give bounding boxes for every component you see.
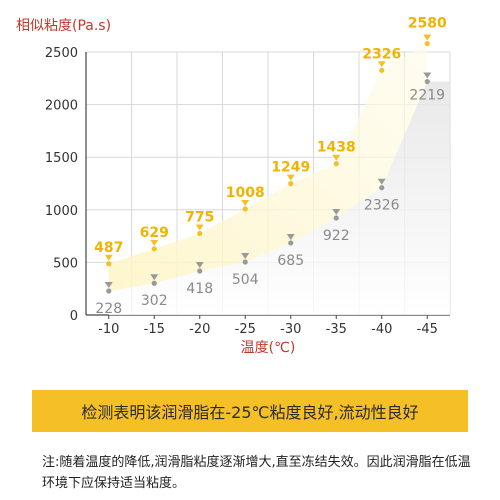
data-label: 2326 <box>362 46 401 62</box>
marker-arrow <box>195 224 204 231</box>
y-tick-label: 500 <box>53 256 78 271</box>
x-tick-label: -35 <box>326 322 347 337</box>
marker-arrow <box>286 174 295 181</box>
y-tick-label: 1000 <box>45 204 78 219</box>
data-point <box>333 215 339 221</box>
marker-arrow <box>104 282 113 289</box>
data-label: 685 <box>277 253 304 269</box>
data-label: 1008 <box>226 185 265 201</box>
marker-arrow <box>377 61 386 68</box>
data-point <box>242 206 248 212</box>
data-label: 2219 <box>409 88 445 104</box>
banner-text: 检测表明该润滑脂在-25℃粘度良好,流动性良好 <box>81 403 419 422</box>
data-point <box>424 40 430 47</box>
bands <box>108 43 450 315</box>
data-label: 1249 <box>271 160 310 176</box>
data-point <box>424 78 430 85</box>
upper-band <box>108 43 428 292</box>
y-tick-label: 0 <box>70 309 78 324</box>
x-tick-label: -30 <box>280 322 301 337</box>
y-tick-label: 2500 <box>45 46 78 61</box>
data-label: 775 <box>185 209 214 225</box>
data-label: 2326 <box>364 198 400 214</box>
marker-arrow <box>332 154 341 161</box>
data-label: 302 <box>141 293 168 309</box>
marker-arrow <box>104 254 113 261</box>
y-axis-label: 相似粘度(Pa.s) <box>16 18 111 34</box>
x-tick-label: -10 <box>98 322 119 337</box>
x-axis-label: 温度(℃) <box>241 340 296 356</box>
marker-arrow <box>150 239 159 246</box>
x-tick-label: -40 <box>371 322 392 337</box>
data-point <box>242 259 248 265</box>
data-point <box>106 288 112 294</box>
y-tick-label: 2000 <box>45 99 78 114</box>
x-tick-label: -20 <box>189 322 210 337</box>
data-point <box>379 185 385 191</box>
marker-arrow <box>241 252 250 259</box>
data-label: 629 <box>140 225 169 241</box>
footnote: 注:随着温度的降低,润滑脂粘度逐渐增大,直至冻结失效。因此润滑脂在低温环境下应保… <box>42 455 471 491</box>
y-tick-labels: 0 500 1000 1500 2000 2500 <box>45 46 78 324</box>
data-point <box>288 240 294 246</box>
data-label: 418 <box>186 281 213 297</box>
conclusion-banner: 检测表明该润滑脂在-25℃粘度良好,流动性良好 <box>32 390 468 432</box>
data-point <box>106 261 112 267</box>
data-label: 922 <box>323 228 350 244</box>
marker-arrow <box>332 209 341 216</box>
marker-arrow <box>423 72 432 79</box>
x-tick-label: -15 <box>144 322 165 337</box>
data-label: 504 <box>232 272 259 288</box>
data-label: 1438 <box>317 140 356 156</box>
marker-arrow <box>377 178 386 185</box>
data-marks: 487 629 775 1008 1249 1438 2326 2580 228 302 418 50… <box>94 16 447 317</box>
data-label: 487 <box>94 240 123 256</box>
marker-arrow <box>195 262 204 269</box>
marker-arrow <box>286 233 295 240</box>
data-point <box>151 280 157 286</box>
data-point <box>197 230 203 237</box>
data-point <box>379 67 385 73</box>
data-point <box>197 268 203 274</box>
x-tick-labels: -10 -15 -20 -25 -30 -35 -40 -45 <box>98 315 438 337</box>
data-label: 228 <box>95 301 122 317</box>
lower-band <box>108 81 450 315</box>
data-point <box>151 246 157 252</box>
marker-arrow <box>423 34 432 41</box>
data-point <box>288 181 294 187</box>
marker-arrow <box>241 199 250 206</box>
x-tick-label: -45 <box>417 322 438 337</box>
marker-arrow <box>150 274 159 281</box>
y-tick-label: 1500 <box>45 151 78 166</box>
data-point <box>333 161 339 167</box>
data-label: 2580 <box>408 16 447 32</box>
x-tick-label: -25 <box>235 322 256 337</box>
viscosity-chart: 相似粘度(Pa.s) 0 500 1000 1500 2000 2500 -10 -15 -2… <box>16 16 451 356</box>
